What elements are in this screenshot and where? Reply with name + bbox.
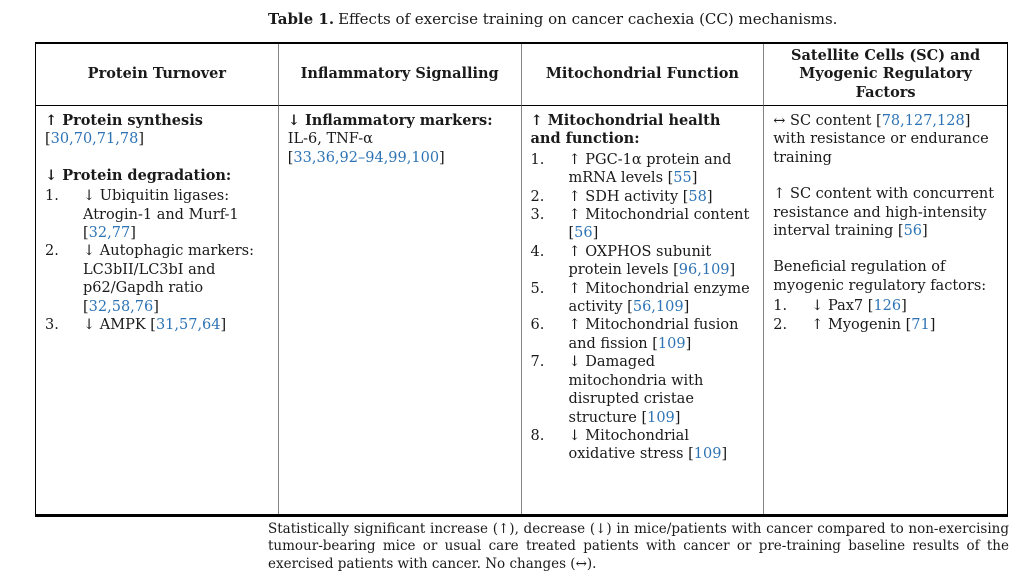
cell-mitochondrial-function: ↑ Mitochondrial health and function: 1. ↑ … bbox=[522, 106, 765, 514]
list-number: 2. bbox=[530, 188, 545, 205]
list-item-text: ↑ Mitochondrial content [56] bbox=[568, 207, 750, 242]
header-satellite-cells: Satellite Cells (SC) and Myogenic Regula… bbox=[764, 44, 1007, 106]
list-number: 2. bbox=[45, 243, 59, 260]
citation-link[interactable]: 32,77 bbox=[88, 225, 131, 242]
list-item: 7. ↓ Damaged mitochondria with disrupted … bbox=[531, 353, 756, 427]
table: Protein Turnover Inflammatory Signalling… bbox=[35, 42, 1008, 517]
list-item: 1. ↓ Pax7 [126] bbox=[773, 297, 999, 315]
citation-link[interactable]: 109 bbox=[657, 335, 686, 352]
list-item: 2. ↑ Myogenin [71] bbox=[773, 316, 999, 334]
list-item-text: ↓ Mitochondrial oxidative stress [109] bbox=[568, 427, 728, 463]
list-number: 3. bbox=[530, 207, 545, 224]
numbered-list: 1. ↑ PGC-1α protein and mRNA levels [55] 2… bbox=[531, 151, 756, 464]
list-item-text: ↓ Ubiquitin ligases: Atrogin-1 and Murf-… bbox=[83, 188, 239, 242]
list-item-text: ↓ Damaged mitochondria with disrupted cr… bbox=[568, 354, 704, 426]
citation-link[interactable]: 56 bbox=[574, 225, 593, 242]
cell-paragraph: ↓ Inflammatory markers: bbox=[287, 112, 493, 129]
list-item: 3. ↑ Mitochondrial content [56] bbox=[531, 206, 756, 243]
cell-paragraph: [30,70,71,78] bbox=[45, 131, 144, 148]
list-item-text: ↑ Myogenin [71] bbox=[811, 316, 936, 333]
list-item: 1. ↑ PGC-1α protein and mRNA levels [55] bbox=[531, 151, 756, 188]
cell-paragraph: ↓ Protein degradation: bbox=[45, 166, 232, 184]
list-number: 2. bbox=[773, 316, 788, 333]
blank-line bbox=[45, 149, 270, 167]
list-item: 2. ↑ SDH activity [58] bbox=[531, 188, 756, 206]
list-number: 5. bbox=[530, 280, 545, 297]
citation-link[interactable]: 55 bbox=[673, 170, 692, 187]
list-item-text: ↓ AMPK [31,57,64] bbox=[83, 317, 227, 334]
list-item: 5. ↑ Mitochondrial enzyme activity [56,10… bbox=[531, 280, 756, 317]
cell-satellite-cells: ↔ SC content [78,127,128] with resistanc… bbox=[764, 106, 1007, 514]
cell-paragraph: [33,36,92–94,99,100] bbox=[287, 149, 445, 166]
citation-link[interactable]: 58 bbox=[688, 188, 707, 205]
table-caption: Table 1. Effects of exercise training on … bbox=[268, 10, 837, 30]
cell-inflammatory-signalling: ↓ Inflammatory markers: IL-6, TNF-α [33,36… bbox=[279, 106, 522, 514]
list-number: 8. bbox=[530, 427, 545, 444]
citation-link[interactable]: 33,36,92–94,99,100 bbox=[293, 149, 440, 166]
numbered-list: 1. ↓ Pax7 [126] 2. ↑ Myogenin [71] bbox=[773, 297, 999, 334]
list-item: 1. ↓ Ubiquitin ligases: Atrogin-1 and Mur… bbox=[45, 187, 270, 242]
list-item: 6. ↑ Mitochondrial fusion and fission [10… bbox=[531, 316, 756, 353]
citation-link[interactable]: 71 bbox=[911, 316, 930, 333]
cell-paragraph: Beneficial regulation of myogenic regula… bbox=[773, 259, 987, 294]
citation-link[interactable]: 31,57,64 bbox=[155, 317, 221, 334]
list-item: 3. ↓ AMPK [31,57,64] bbox=[45, 316, 270, 334]
citation-link[interactable]: 109 bbox=[647, 409, 675, 426]
blank-line bbox=[773, 167, 999, 185]
list-item: 8. ↓ Mitochondrial oxidative stress [109] bbox=[531, 427, 756, 464]
citation-link[interactable]: 126 bbox=[873, 298, 902, 315]
list-item-text: ↓ Pax7 [126] bbox=[811, 298, 907, 315]
list-item: 4. ↑ OXPHOS subunit protein levels [96,10… bbox=[531, 243, 756, 280]
numbered-list: 1. ↓ Ubiquitin ligases: Atrogin-1 and Mur… bbox=[45, 187, 270, 334]
list-item-text: ↑ Mitochondrial fusion and fission [109] bbox=[568, 317, 739, 352]
blank-line bbox=[773, 240, 999, 258]
cell-paragraph: ↑ SC content with concurrent resistance … bbox=[773, 186, 995, 240]
cell-paragraph: IL-6, TNF-α bbox=[287, 131, 373, 148]
table-caption-text: Effects of exercise training on cancer c… bbox=[338, 10, 838, 28]
table-footnote: Statistically significant increase (↑), … bbox=[268, 521, 1009, 572]
list-item-text: ↑ OXPHOS subunit protein levels [96,109] bbox=[568, 243, 736, 279]
cell-protein-turnover: ↑ Protein synthesis [30,70,71,78] ↓ Protei… bbox=[36, 106, 279, 514]
list-item-text: ↓ Autophagic markers: LC3bII/LC3bI and p… bbox=[83, 243, 254, 315]
citation-link[interactable]: 56 bbox=[903, 223, 923, 240]
header-protein-turnover: Protein Turnover bbox=[36, 44, 279, 106]
citation-link[interactable]: 30,70,71,78 bbox=[50, 131, 139, 148]
list-number: 6. bbox=[530, 317, 545, 334]
list-number: 4. bbox=[530, 243, 545, 260]
list-number: 3. bbox=[45, 317, 59, 334]
list-number: 1. bbox=[773, 298, 788, 315]
table-caption-label: Table 1. bbox=[268, 10, 335, 28]
citation-link[interactable]: 56,109 bbox=[632, 299, 684, 316]
list-item-text: ↑ SDH activity [58] bbox=[568, 188, 713, 205]
list-item: 2. ↓ Autophagic markers: LC3bII/LC3bI and… bbox=[45, 242, 270, 316]
citation-link[interactable]: 96,109 bbox=[678, 262, 730, 279]
list-number: 7. bbox=[530, 354, 545, 371]
header-inflammatory-signalling: Inflammatory Signalling bbox=[278, 44, 522, 106]
cell-paragraph: ↑ Protein synthesis bbox=[45, 112, 203, 129]
header-mitochondrial-function: Mitochondrial Function bbox=[521, 44, 765, 106]
cell-paragraph: ↔ SC content [78,127,128] with resistanc… bbox=[773, 113, 989, 166]
citation-link[interactable]: 109 bbox=[693, 446, 722, 463]
list-number: 1. bbox=[530, 151, 545, 168]
list-number: 1. bbox=[45, 188, 59, 205]
list-item-text: ↑ PGC-1α protein and mRNA levels [55] bbox=[568, 151, 732, 187]
citation-link[interactable]: 78,127,128 bbox=[881, 113, 965, 129]
list-item-text: ↑ Mitochondrial enzyme activity [56,109] bbox=[568, 280, 750, 316]
cell-paragraph: ↑ Mitochondrial health and function: bbox=[530, 112, 721, 148]
citation-link[interactable]: 32,58,76 bbox=[88, 298, 154, 315]
